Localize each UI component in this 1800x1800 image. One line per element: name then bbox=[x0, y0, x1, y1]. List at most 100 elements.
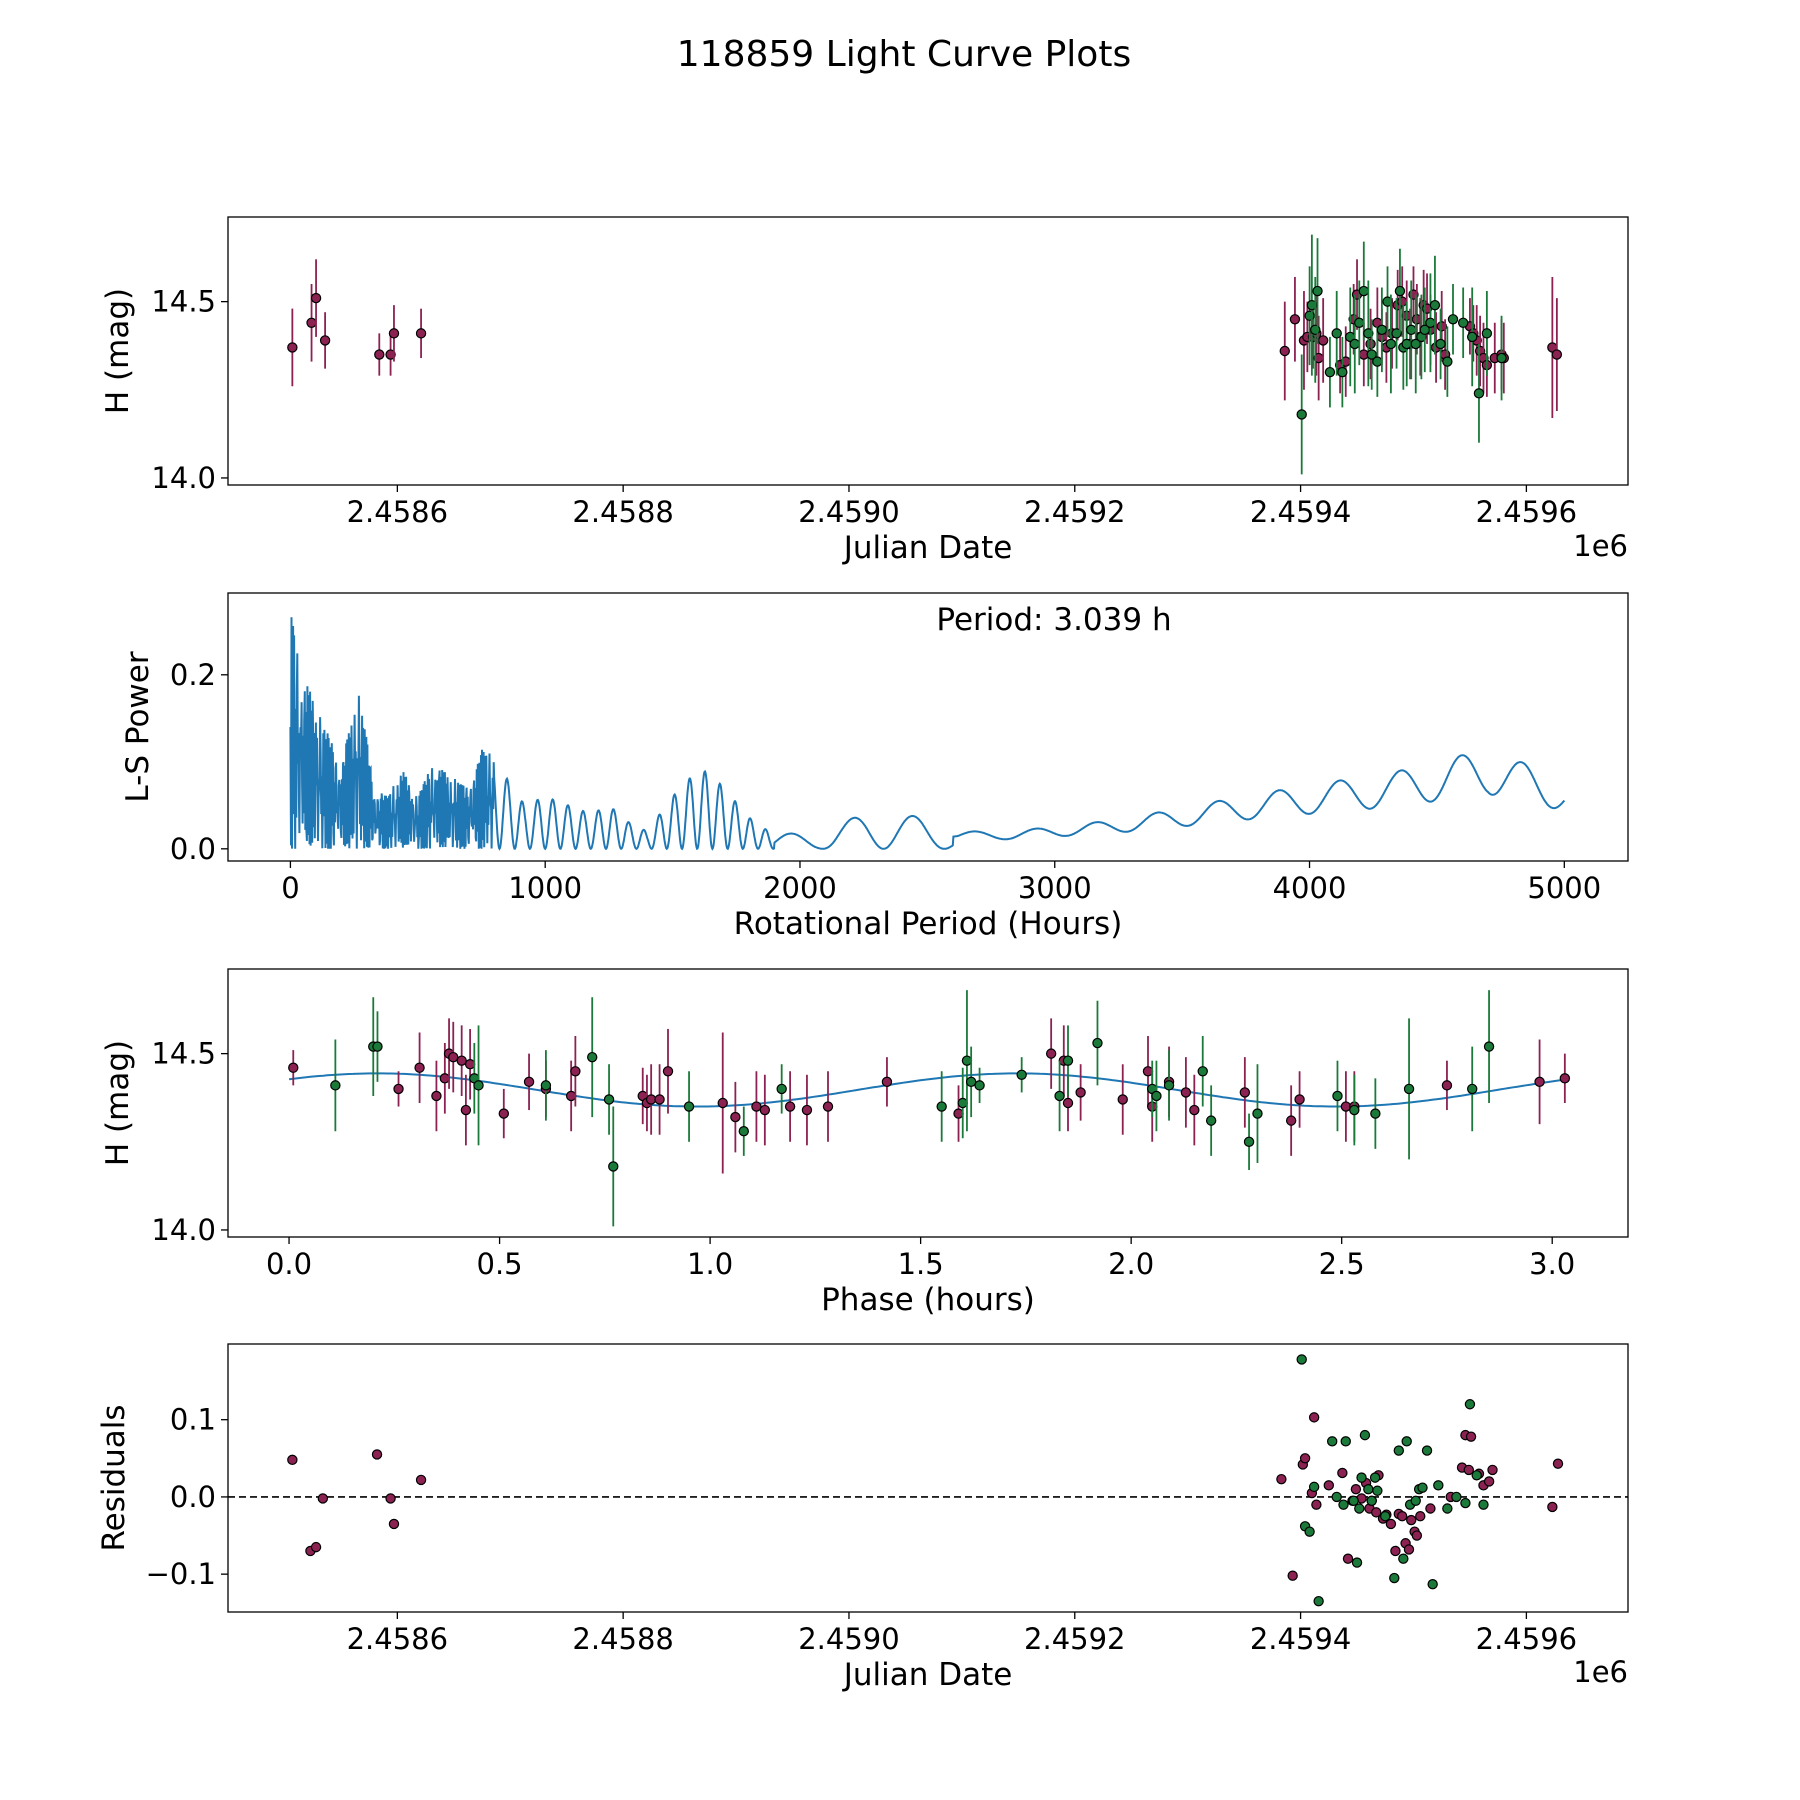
phase-point bbox=[1534, 1076, 1545, 1088]
phase-point bbox=[654, 1094, 665, 1105]
phase-ytick-label: 14.5 bbox=[151, 1037, 216, 1071]
lightcurve-xticks: 2.4586 2.4588 2.4590 2.4592 2.4594 2.4596 bbox=[347, 485, 1577, 529]
phase-point bbox=[523, 1076, 535, 1088]
ls-ytick-label: 0.2 bbox=[170, 658, 216, 692]
resid-point bbox=[1396, 1511, 1408, 1522]
phase-point bbox=[587, 1051, 598, 1063]
phase-point bbox=[414, 1062, 425, 1073]
resid-point bbox=[1351, 1557, 1363, 1568]
phase-point bbox=[1340, 1101, 1352, 1112]
phase-point bbox=[776, 1083, 787, 1095]
resid-point bbox=[1287, 1570, 1298, 1581]
resid-point bbox=[1356, 1472, 1367, 1483]
phase-point bbox=[953, 1108, 964, 1119]
periodogram-xticks: 0 1000 2000 3000 4000 5000 bbox=[281, 861, 1601, 905]
lc-point bbox=[1372, 356, 1383, 367]
lightcurve-offset-label: 1e6 bbox=[1573, 529, 1628, 563]
residuals-xticks: 2.4586 2.4588 2.4590 2.4592 2.4594 2.4596 bbox=[347, 1612, 1577, 1656]
resid-point bbox=[385, 1493, 396, 1504]
phase-point bbox=[1483, 1041, 1495, 1052]
lc-point bbox=[1457, 317, 1469, 328]
phase-point bbox=[1151, 1090, 1162, 1102]
resid-ytick-label: 0.1 bbox=[170, 1403, 216, 1437]
phase-marks bbox=[288, 990, 1571, 1227]
phase-point bbox=[603, 1094, 615, 1105]
phase-point bbox=[974, 1080, 985, 1091]
period-annotation: Period: 3.039 h bbox=[936, 602, 1171, 638]
phase-xlabel: Phase (hours) bbox=[821, 1282, 1035, 1318]
resid-point bbox=[1410, 1495, 1421, 1506]
phase-point bbox=[1467, 1083, 1478, 1095]
phase-xticks: 0.0 0.5 1.0 1.5 2.0 2.5 3.0 bbox=[266, 1237, 1575, 1281]
phase-point bbox=[683, 1101, 695, 1112]
phase-point bbox=[1559, 1073, 1571, 1084]
phase-point bbox=[460, 1104, 472, 1116]
resid-point bbox=[317, 1493, 329, 1504]
lc-point bbox=[1447, 314, 1459, 325]
resid-point bbox=[1547, 1501, 1558, 1513]
resid-point bbox=[388, 1518, 400, 1530]
phase-point bbox=[570, 1066, 581, 1077]
lc-xtick-label: 2.4588 bbox=[572, 495, 673, 529]
lightcurve-marks bbox=[287, 234, 1563, 475]
resid-point bbox=[1463, 1464, 1475, 1476]
resid-point bbox=[1313, 1595, 1324, 1607]
phase-point bbox=[456, 1055, 467, 1066]
lc-point bbox=[388, 328, 400, 339]
phase-point bbox=[565, 1090, 577, 1102]
ls-xtick-label: 3000 bbox=[1018, 871, 1092, 905]
resid-point bbox=[1354, 1503, 1365, 1514]
resid-point bbox=[1464, 1399, 1476, 1410]
resid-point bbox=[1385, 1518, 1397, 1530]
lc-point bbox=[1324, 366, 1336, 378]
phase-point bbox=[431, 1090, 442, 1102]
residuals-panel: 2.4586 2.4588 2.4590 2.4592 2.4594 2.4596 −0.… bbox=[96, 1343, 1629, 1693]
phase-point bbox=[1349, 1104, 1360, 1116]
lc-point bbox=[1385, 338, 1397, 350]
resid-point bbox=[1403, 1544, 1415, 1555]
ls-ytick-label: 0.0 bbox=[170, 832, 216, 866]
phase-point bbox=[473, 1080, 484, 1091]
phase-point bbox=[1062, 1097, 1074, 1109]
resid-point bbox=[415, 1474, 427, 1486]
resid-point bbox=[1398, 1553, 1409, 1564]
lc-point bbox=[415, 328, 427, 339]
resid-point bbox=[1389, 1572, 1400, 1584]
periodogram-line bbox=[289, 617, 1566, 851]
resid-point bbox=[1323, 1480, 1335, 1491]
phase-point bbox=[1370, 1108, 1381, 1119]
resid-point bbox=[1415, 1511, 1426, 1522]
lc-point bbox=[1466, 331, 1478, 343]
figure-title: 118859 Light Curve Plots bbox=[677, 34, 1131, 75]
resid-ytick-label: −0.1 bbox=[146, 1557, 216, 1591]
phase-frame bbox=[227, 968, 1629, 1238]
resid-point bbox=[1417, 1482, 1428, 1493]
phase-point bbox=[759, 1104, 771, 1116]
lc-point bbox=[1419, 324, 1430, 336]
lightcurve-panel: 2.4586 2.4588 2.4590 2.4592 2.4594 2.4596 14.… bbox=[100, 216, 1629, 566]
phase-point bbox=[1189, 1104, 1200, 1116]
lc-xtick-label: 2.4596 bbox=[1476, 495, 1577, 529]
ls-xtick-label: 1000 bbox=[508, 871, 582, 905]
resid-point bbox=[1393, 1445, 1405, 1456]
phase-point bbox=[936, 1101, 947, 1112]
resid-point bbox=[1442, 1503, 1453, 1514]
lightcurve-ylabel: H (mag) bbox=[100, 288, 136, 414]
phase-point bbox=[1117, 1094, 1128, 1105]
resid-point bbox=[1342, 1553, 1354, 1564]
lightcurve-xlabel: Julian Date bbox=[842, 530, 1013, 566]
resid-point bbox=[1483, 1476, 1495, 1487]
lc-point bbox=[1306, 299, 1318, 311]
lc-xtick-label: 2.4590 bbox=[798, 495, 899, 529]
resid-point bbox=[310, 1541, 322, 1553]
resid-ytick-label: 0.0 bbox=[170, 1480, 216, 1514]
phase-point bbox=[1092, 1037, 1103, 1049]
phase-point bbox=[717, 1097, 728, 1109]
resid-xtick-label: 2.4592 bbox=[1024, 1622, 1125, 1656]
resid-point bbox=[1471, 1470, 1482, 1481]
resid-point bbox=[1366, 1495, 1377, 1506]
phase-point bbox=[1285, 1115, 1297, 1126]
resid-point bbox=[1401, 1436, 1412, 1447]
lc-ytick-label: 14.5 bbox=[151, 285, 216, 319]
residuals-frame bbox=[227, 1343, 1629, 1613]
